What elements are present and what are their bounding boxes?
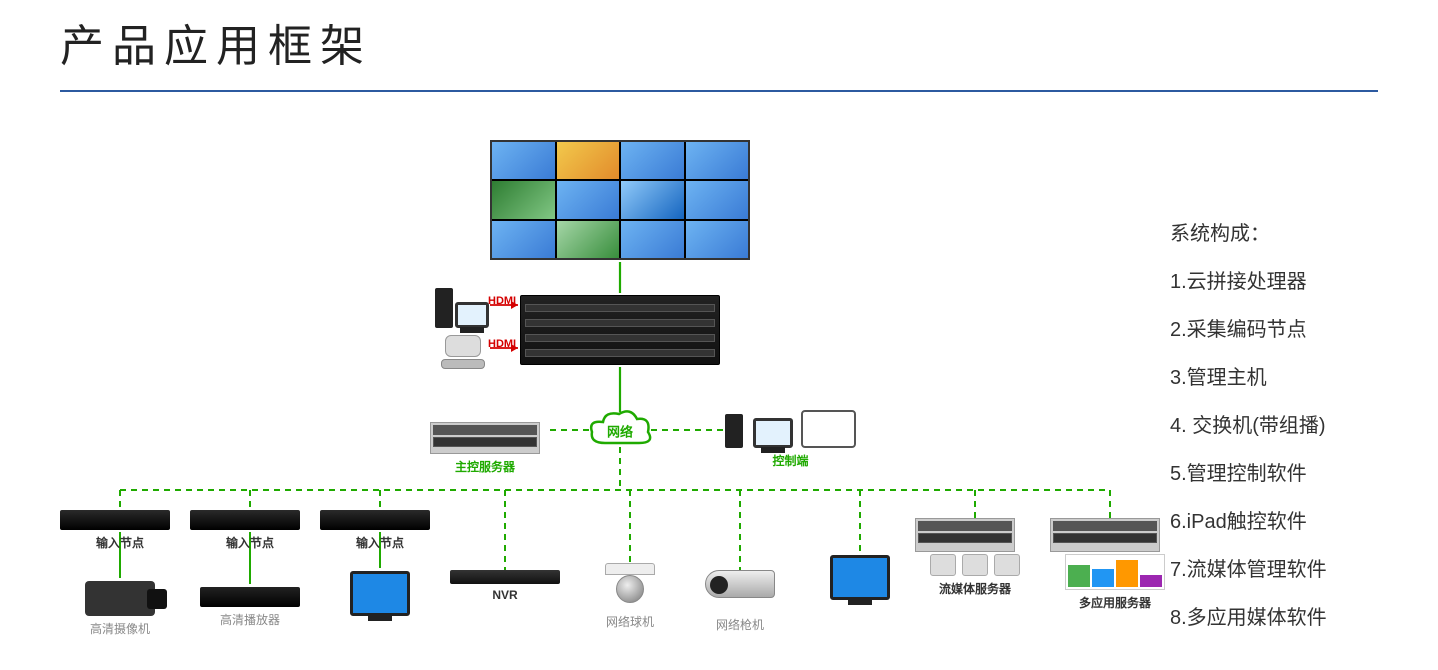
input-node: 输入节点 高清摄像机 [60, 510, 180, 637]
page-title: 产品应用框架 [60, 10, 372, 74]
network-label: 网络 [607, 421, 633, 440]
input-node-label: 输入节点 [190, 534, 310, 551]
legend-item: 3.管理主机 [1170, 354, 1327, 402]
legend-item: 6.iPad触控软件 [1170, 498, 1327, 546]
hd-camera-label: 高清摄像机 [60, 620, 180, 637]
main-server: 主控服务器 [430, 422, 540, 475]
legend-item: 1.云拼接处理器 [1170, 258, 1327, 306]
stream-server-label: 流媒体服务器 [915, 580, 1035, 597]
hdmi-label: HDMI [488, 295, 516, 307]
multiapp-server: 多应用服务器 [1050, 518, 1180, 611]
input-node-label: 输入节点 [60, 534, 180, 551]
video-wall [490, 140, 750, 260]
nvr: NVR [445, 570, 565, 602]
hdmi-label: HDMI [488, 338, 516, 350]
nvr-label: NVR [445, 588, 565, 602]
legend-heading: 系统构成： [1170, 210, 1327, 258]
main-server-label: 主控服务器 [430, 458, 540, 475]
stream-server: 流媒体服务器 [915, 518, 1035, 597]
network-dome-camera: 网络球机 [580, 563, 680, 630]
bullet-label: 网络枪机 [685, 616, 795, 633]
network-cloud: 网络 [585, 408, 655, 453]
input-node-label: 输入节点 [320, 534, 440, 551]
input-node: 输入节点 [320, 510, 440, 616]
legend-item: 2.采集编码节点 [1170, 306, 1327, 354]
legend-item: 5.管理控制软件 [1170, 450, 1327, 498]
dome-label: 网络球机 [580, 613, 680, 630]
hdmi-ptz-source [438, 335, 488, 370]
splice-processor [520, 295, 720, 365]
legend-item: 7.流媒体管理软件 [1170, 546, 1327, 594]
display-terminal [815, 555, 905, 600]
control-terminal: 控制端 [725, 410, 856, 469]
input-node: 输入节点 高清播放器 [190, 510, 310, 628]
legend-item: 8.多应用媒体软件 [1170, 594, 1327, 642]
multiapp-server-label: 多应用服务器 [1050, 594, 1180, 611]
network-bullet-camera: 网络枪机 [685, 570, 795, 633]
hdmi-pc-source [435, 288, 489, 328]
architecture-diagram: HDMI HDMI 网络 主控服务器 控制端 输入节点 高清摄像机 输入节点 [40, 110, 1160, 660]
hd-player-label: 高清播放器 [190, 611, 310, 628]
control-label: 控制端 [725, 452, 856, 469]
title-divider [60, 90, 1378, 92]
legend-item: 4. 交换机(带组播) [1170, 402, 1327, 450]
legend: 系统构成： 1.云拼接处理器 2.采集编码节点 3.管理主机 4. 交换机(带组… [1170, 210, 1327, 642]
